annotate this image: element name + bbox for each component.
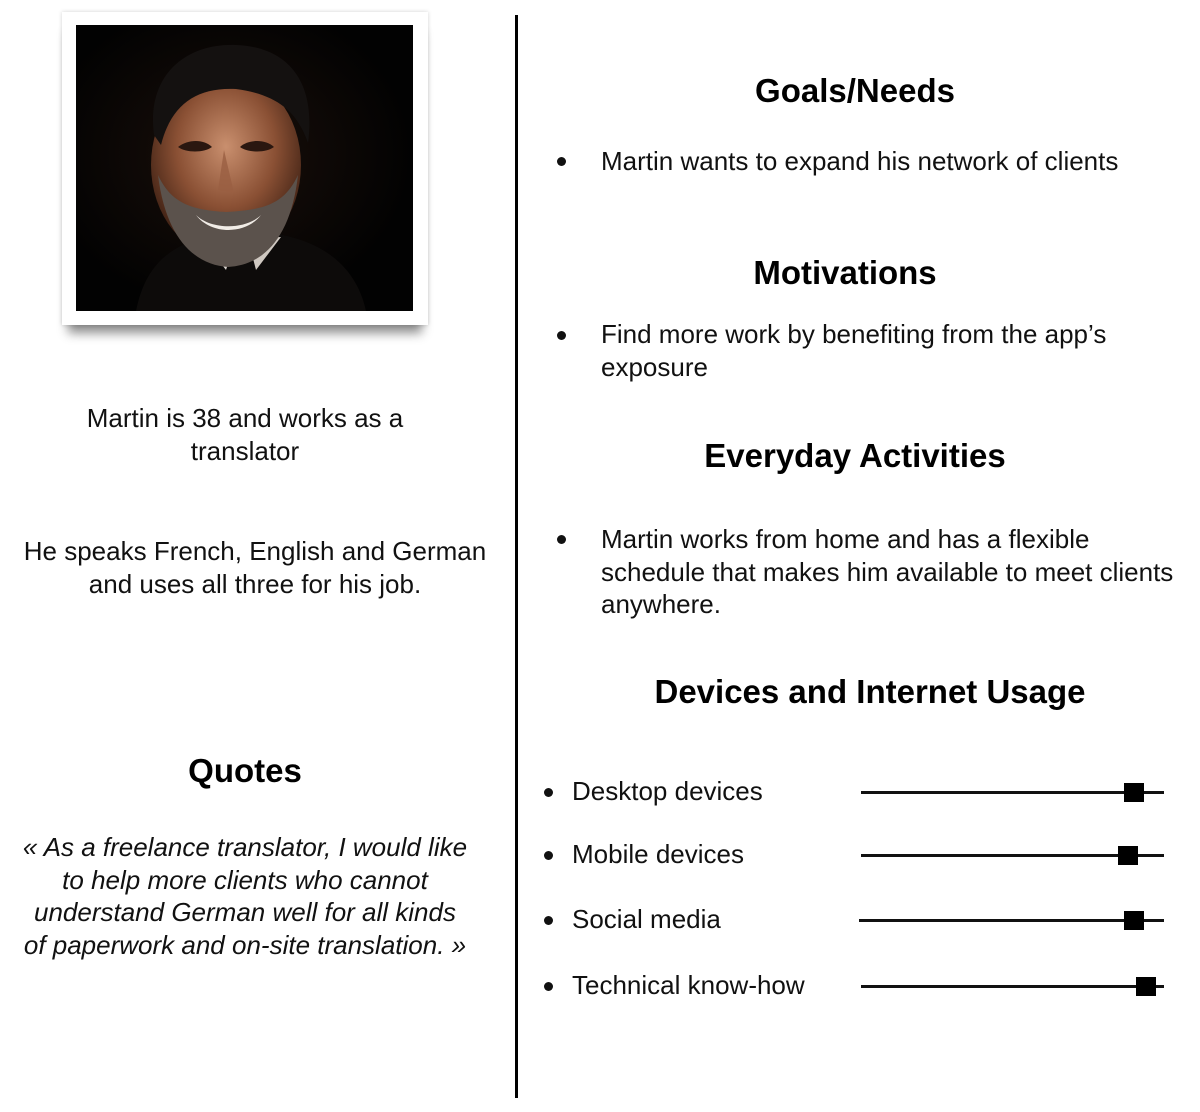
bullet-icon (557, 535, 566, 544)
usage-slider-track (861, 854, 1164, 857)
quotes-heading: Quotes (188, 752, 302, 789)
devices-heading: Devices and Internet Usage (654, 673, 1086, 710)
persona-photo (76, 25, 413, 311)
bullet-icon (557, 331, 566, 340)
activities-heading: Everyday Activities (704, 437, 1006, 474)
device-row-social: Social media (540, 901, 1180, 941)
goals-item: Martin wants to expand his network of cl… (601, 146, 1119, 176)
goals-heading: Goals/Needs (755, 72, 955, 109)
device-label: Social media (572, 904, 721, 934)
usage-slider-thumb (1135, 977, 1156, 996)
device-label: Mobile devices (572, 839, 744, 869)
usage-slider-thumb (1117, 846, 1138, 865)
motivations-heading: Motivations (753, 254, 937, 291)
portrait-image (76, 25, 413, 311)
persona-languages: He speaks French, English and German and… (23, 536, 487, 599)
motivations-item: Find more work by benefiting from the ap… (601, 319, 1107, 382)
device-label: Technical know-how (572, 970, 805, 1000)
device-label: Desktop devices (572, 776, 763, 806)
device-row-desktop: Desktop devices (540, 773, 1180, 813)
activities-item: Martin works from home and has a flexibl… (601, 524, 1174, 619)
bullet-icon (544, 982, 553, 991)
bullet-icon (544, 851, 553, 860)
usage-slider-thumb (1123, 783, 1144, 802)
usage-slider-thumb (1123, 911, 1144, 930)
usage-slider-track (859, 919, 1164, 922)
device-row-technical: Technical know-how (540, 967, 1180, 1007)
bullet-icon (544, 788, 553, 797)
persona-photo-frame (62, 12, 428, 325)
usage-slider-track (861, 985, 1164, 988)
bullet-icon (544, 916, 553, 925)
device-row-mobile: Mobile devices (540, 836, 1180, 876)
usage-slider-track (861, 791, 1164, 794)
column-divider (515, 15, 518, 1098)
bullet-icon (557, 157, 566, 166)
persona-age-occupation: Martin is 38 and works as a translator (86, 403, 404, 466)
persona-quote: « As a freelance translator, I would lik… (22, 832, 468, 960)
